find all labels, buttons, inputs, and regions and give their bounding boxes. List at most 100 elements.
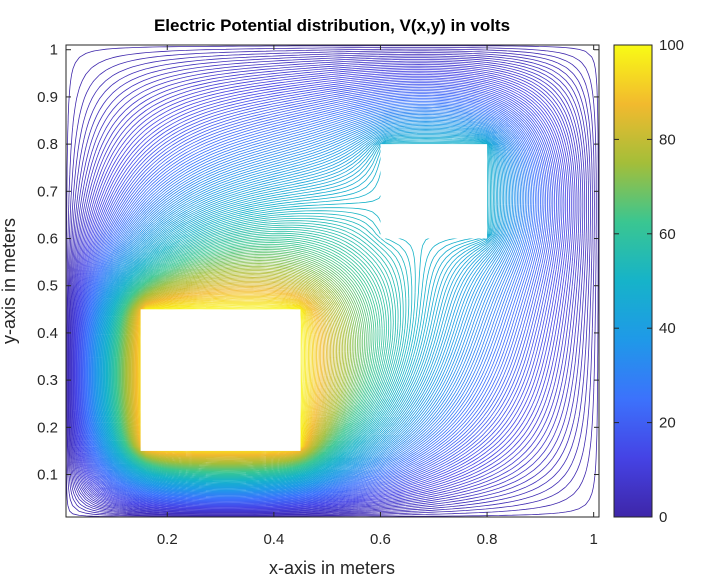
y-tick-label: 1 [50,42,58,59]
contour-level-32 [85,98,540,500]
contour-level-68 [107,210,413,481]
contour-level-43 [92,114,521,494]
contour-level-55 [99,130,503,488]
contour-level-5 [68,53,589,515]
contour-level-17 [76,74,567,508]
contour-level-57 [100,133,500,487]
contour-level-23 [80,83,556,505]
contour-level-3 [67,50,593,516]
colorbar-tick-label: 100 [659,37,684,54]
contour-level-44 [92,115,520,494]
contour-level-83 [116,242,377,473]
conductor-1 [140,309,301,451]
contour-level-62 [103,139,493,484]
x-tick-label: 0.4 [263,531,284,548]
conductor-2 [380,144,488,239]
contour-level-35 [87,102,535,499]
contour-level-84 [117,243,375,472]
contour-level-86 [118,247,371,471]
contour-level-61 [103,138,494,485]
contour-level-50 [96,123,511,490]
contour-level-45 [93,116,518,493]
contour-level-92 [121,257,360,468]
contour-level-78 [113,232,387,476]
x-tick-label: 0.2 [157,531,178,548]
conductor-regions [140,144,488,451]
contour-level-93 [122,258,358,468]
y-tick-label: 0.5 [37,278,58,295]
contour-level-22 [79,82,557,506]
contour-level-34 [86,101,536,499]
contour-level-37 [88,105,531,497]
x-tick-label: 1 [589,531,597,548]
x-tick-label: 0.6 [370,531,391,548]
contour-level-47 [94,119,515,492]
y-tick-label: 0.3 [37,372,58,389]
colorbar: 0 20 40 60 80 100 [613,37,684,526]
contour-level-28 [83,91,547,502]
y-tick-label: 0.2 [37,419,58,436]
colorbar-tick-label: 20 [659,415,676,432]
contour-level-70 [108,215,407,480]
contour-level-110 [132,282,332,459]
contour-level-90 [120,253,364,469]
contour-level-77 [112,230,390,476]
contour-level-39 [89,108,528,496]
chart-title: Electric Potential distribution, V(x,y) … [154,16,510,35]
contour-level-72 [109,220,401,479]
contour-level-9 [71,60,582,513]
contour-level-16 [75,72,568,509]
contour-level-89 [119,252,365,470]
y-tick-label: 0.6 [37,231,58,248]
contour-level-76 [112,228,392,477]
colorbar-gradient [613,44,653,518]
contour-level-10 [72,62,580,512]
contour-level-56 [100,131,502,487]
contour-level-15 [75,70,570,509]
contour-level-48 [95,121,514,491]
contour-level-12 [73,65,576,511]
contour-level-49 [96,122,512,491]
contour-level-87 [118,249,369,471]
contour-level-20 [78,79,561,507]
contour-level-1 [66,47,597,517]
x-axis-title: x-axis in meters [269,558,395,578]
contour-level-14 [74,69,572,510]
contour-level-80 [114,236,383,474]
contour-level-65 [105,143,488,482]
contour-level-36 [88,104,533,498]
contour-level-51 [97,125,509,490]
contour-level-85 [117,245,373,472]
contour-level-95 [123,261,355,467]
contour-level-97 [124,264,352,466]
contour-level-96 [124,263,353,466]
contour-level-29 [83,93,545,502]
contour-level-18 [77,75,565,508]
contour-level-21 [78,80,559,506]
contour-level-52 [97,126,508,489]
colorbar-tick-label: 80 [659,131,676,148]
contour-level-75 [111,226,394,477]
plot-frame [65,44,600,518]
contour-level-6 [69,55,587,514]
contour-lines [66,45,599,517]
y-tick-label: 0.7 [37,183,58,200]
contour-level-81 [115,238,381,474]
contour-level-4 [68,52,591,515]
contour-level-41 [91,111,525,495]
contour-level-58 [101,134,499,486]
colorbar-ticks: 0 20 40 60 80 100 [614,37,684,526]
contour-level-59 [102,135,497,486]
y-tick-label: 0.4 [37,325,58,342]
contour-level-7 [70,57,586,514]
contour-level-30 [84,94,543,501]
colorbar-tick-label: 0 [659,509,667,526]
contour-level-31 [85,96,541,501]
contour-level-25 [81,87,552,504]
colorbar-tick-label: 40 [659,320,676,337]
contour-level-40 [90,109,526,496]
contour-level-82 [115,240,379,473]
x-tick-label: 0.8 [477,531,498,548]
contour-level-88 [119,250,367,470]
contour-level-26 [81,88,550,503]
